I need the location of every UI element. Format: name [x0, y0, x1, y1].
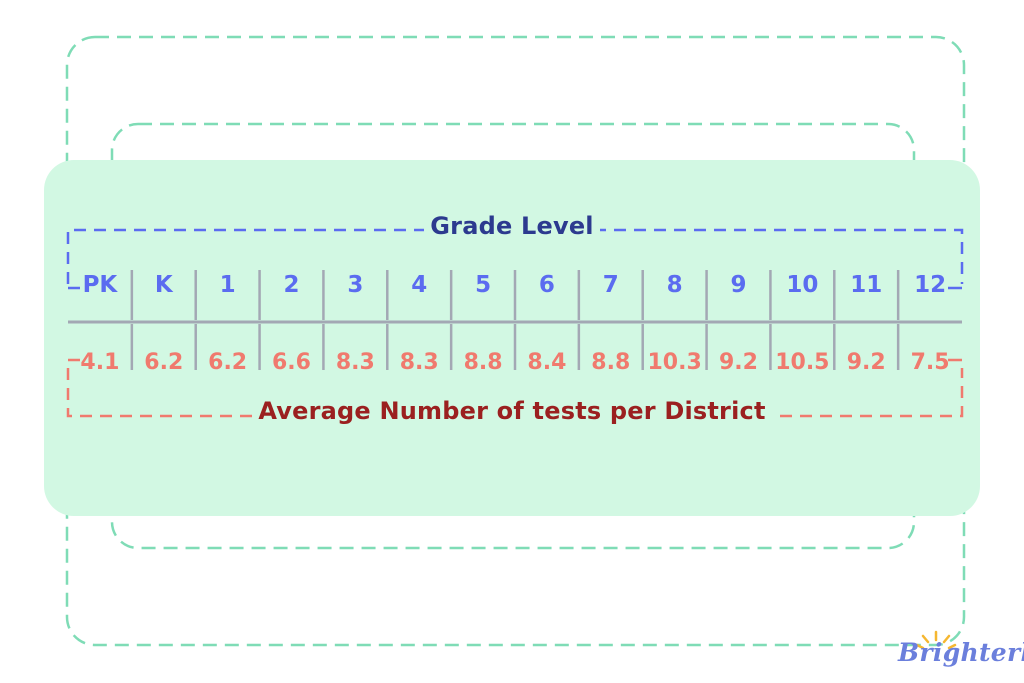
value-label-2: 6.6 — [272, 350, 311, 375]
value-label-pk: 4.1 — [80, 350, 119, 375]
value-label-1: 6.2 — [208, 350, 247, 375]
value-bracket — [66, 368, 964, 418]
grade-label-k: K — [155, 272, 174, 298]
grade-label-11: 11 — [850, 272, 882, 298]
brighterly-logo: Brighterly — [898, 628, 1024, 676]
grade-label-5: 5 — [475, 272, 491, 298]
grade-label-1: 1 — [220, 272, 236, 298]
average-tests-title: Average Number of tests per District — [252, 397, 772, 425]
grade-level-title: Grade Level — [424, 212, 600, 240]
value-label-5: 8.8 — [464, 350, 503, 375]
brighterly-wordmark: Brighterly — [898, 638, 1024, 667]
grade-label-4: 4 — [411, 272, 427, 298]
value-label-6: 8.4 — [527, 350, 566, 375]
value-label-7: 8.8 — [591, 350, 630, 375]
grade-label-9: 9 — [730, 272, 746, 298]
sun-rays-icon — [915, 630, 957, 650]
grade-label-7: 7 — [603, 272, 619, 298]
value-label-8: 10.3 — [648, 350, 702, 375]
value-label-11: 9.2 — [847, 350, 886, 375]
average-tests-title-wrap: Average Number of tests per District — [0, 397, 1024, 425]
grade-label-12: 12 — [914, 272, 946, 298]
grade-label-8: 8 — [667, 272, 683, 298]
value-label-4: 8.3 — [400, 350, 439, 375]
value-label-9: 9.2 — [719, 350, 758, 375]
value-label-3: 8.3 — [336, 350, 375, 375]
grade-label-2: 2 — [283, 272, 299, 298]
value-label-10: 10.5 — [775, 350, 829, 375]
grade-label-pk: PK — [83, 272, 119, 298]
value-label-k: 6.2 — [144, 350, 183, 375]
grade-level-title-wrap: Grade Level — [0, 212, 1024, 240]
grade-label-3: 3 — [347, 272, 363, 298]
grade-label-10: 10 — [786, 272, 818, 298]
value-label-12: 7.5 — [911, 350, 950, 375]
grade-label-6: 6 — [539, 272, 555, 298]
